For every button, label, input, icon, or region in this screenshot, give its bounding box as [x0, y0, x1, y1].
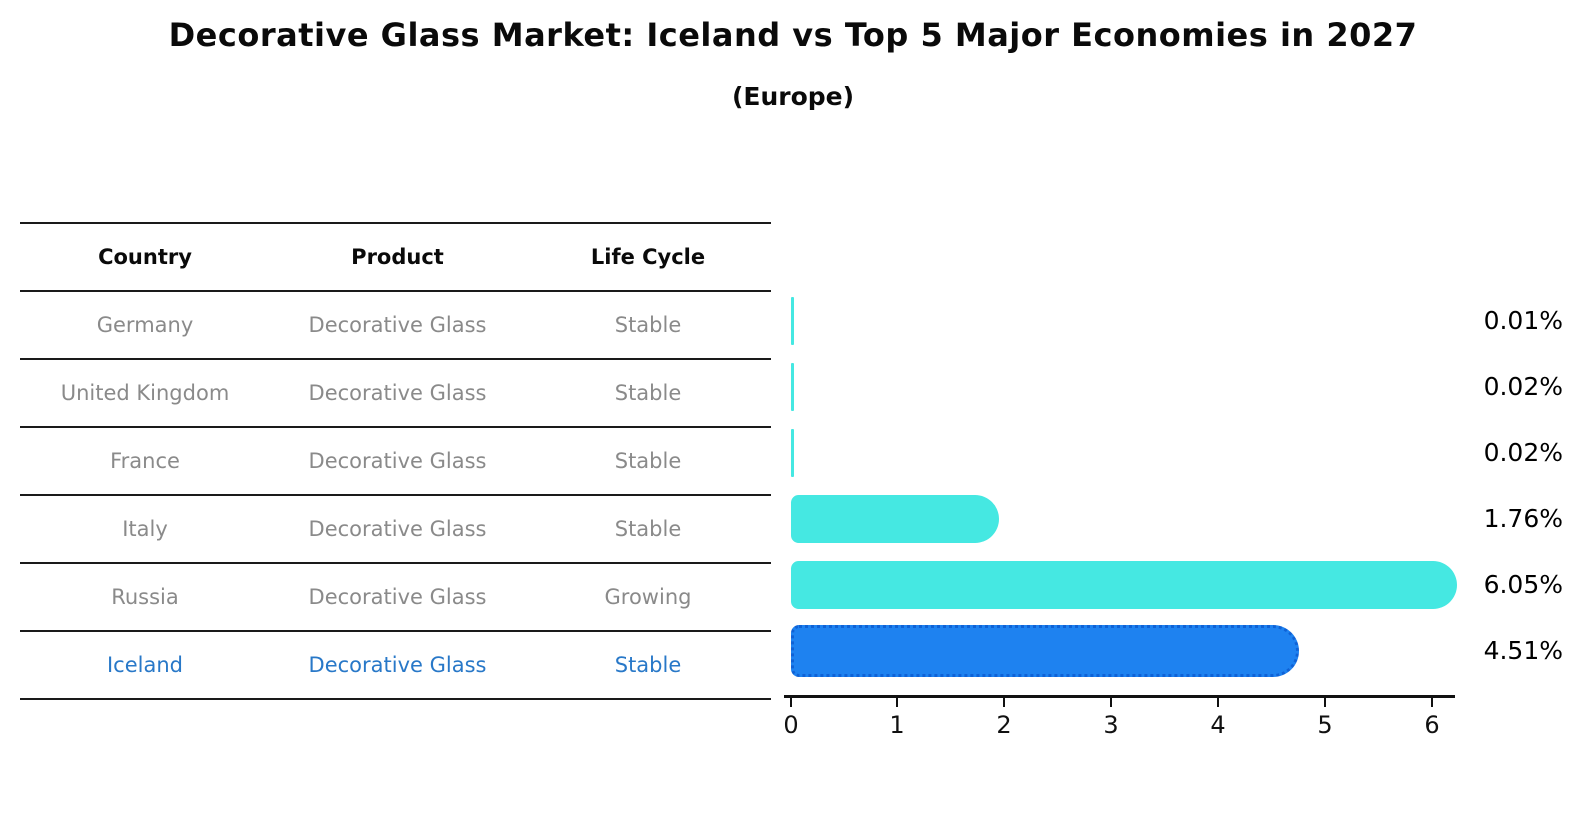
lifecycle-cell: Growing: [604, 585, 692, 609]
bar-row-italy: [791, 486, 1471, 552]
bar-russia: [791, 561, 1458, 609]
value-label-united-kingdom: 0.02%: [1483, 372, 1563, 401]
country-cell: United Kingdom: [60, 381, 230, 405]
value-label-russia: 6.05%: [1483, 570, 1563, 599]
product-cell: Decorative Glass: [308, 449, 487, 473]
country-cell: France: [110, 449, 180, 473]
x-axis-tick: [1110, 698, 1112, 707]
value-label-germany: 0.01%: [1483, 306, 1563, 335]
bar-row-united-kingdom: [791, 354, 1471, 420]
x-axis-tick-label: 2: [996, 711, 1012, 739]
x-axis-tick-label: 3: [1103, 711, 1119, 739]
bar-france: [791, 429, 794, 477]
chart-title: Decorative Glass Market: Iceland vs Top …: [168, 16, 1418, 54]
x-axis-tick-label: 4: [1210, 711, 1226, 739]
chart-subtitle: (Europe): [731, 82, 855, 111]
column-header-lifecycle: Life Cycle: [590, 245, 706, 269]
table-header-row: Country Product Life Cycle: [20, 222, 771, 290]
x-axis-tick-label: 5: [1317, 711, 1333, 739]
lifecycle-cell: Stable: [614, 313, 682, 337]
x-axis-tick: [1217, 698, 1219, 707]
product-cell: Decorative Glass: [308, 653, 487, 677]
x-axis-tick: [790, 698, 792, 707]
x-axis: 0 1 2 3 4 5 6: [783, 695, 1455, 739]
value-label-iceland: 4.51%: [1483, 636, 1563, 665]
table-row-italy: Italy Decorative Glass Stable: [20, 494, 771, 562]
bar-row-france: [791, 420, 1471, 486]
table-row-russia: Russia Decorative Glass Growing: [20, 562, 771, 630]
bar-iceland: [791, 625, 1299, 677]
column-header-product: Product: [351, 245, 444, 269]
x-axis-tick-label: 1: [889, 711, 905, 739]
product-cell: Decorative Glass: [308, 313, 487, 337]
x-axis-tick-label: 6: [1424, 711, 1440, 739]
x-axis-tick: [1324, 698, 1326, 707]
product-cell: Decorative Glass: [308, 585, 487, 609]
bar-row-russia: [791, 552, 1471, 618]
bar-plot-area: [791, 288, 1471, 684]
value-label-column: 0.01% 0.02% 0.02% 1.76% 6.05% 4.51%: [1403, 288, 1563, 684]
x-axis-tick-label: 0: [783, 711, 799, 739]
lifecycle-cell: Stable: [614, 381, 682, 405]
country-cell: Italy: [122, 517, 168, 541]
column-header-country: Country: [98, 245, 192, 269]
table-row-iceland: Iceland Decorative Glass Stable: [20, 630, 771, 700]
table-row-germany: Germany Decorative Glass Stable: [20, 290, 771, 358]
bar-row-iceland: [791, 618, 1471, 684]
country-table: Country Product Life Cycle Germany Decor…: [20, 222, 771, 700]
country-cell: Russia: [111, 585, 179, 609]
bar-row-germany: [791, 288, 1471, 354]
product-cell: Decorative Glass: [308, 381, 487, 405]
bar-germany: [791, 297, 794, 345]
table-row-france: France Decorative Glass Stable: [20, 426, 771, 494]
product-cell: Decorative Glass: [308, 517, 487, 541]
x-axis-tick: [896, 698, 898, 707]
country-cell: Germany: [96, 313, 194, 337]
x-axis-tick: [1003, 698, 1005, 707]
bar-united-kingdom: [791, 363, 794, 411]
x-axis-tick: [1431, 698, 1433, 707]
bar-italy: [791, 495, 999, 543]
value-label-france: 0.02%: [1483, 438, 1563, 467]
table-row-united-kingdom: United Kingdom Decorative Glass Stable: [20, 358, 771, 426]
country-cell: Iceland: [106, 653, 183, 677]
lifecycle-cell: Stable: [614, 449, 682, 473]
lifecycle-cell: Stable: [614, 653, 682, 677]
value-label-italy: 1.76%: [1483, 504, 1563, 533]
lifecycle-cell: Stable: [614, 517, 682, 541]
